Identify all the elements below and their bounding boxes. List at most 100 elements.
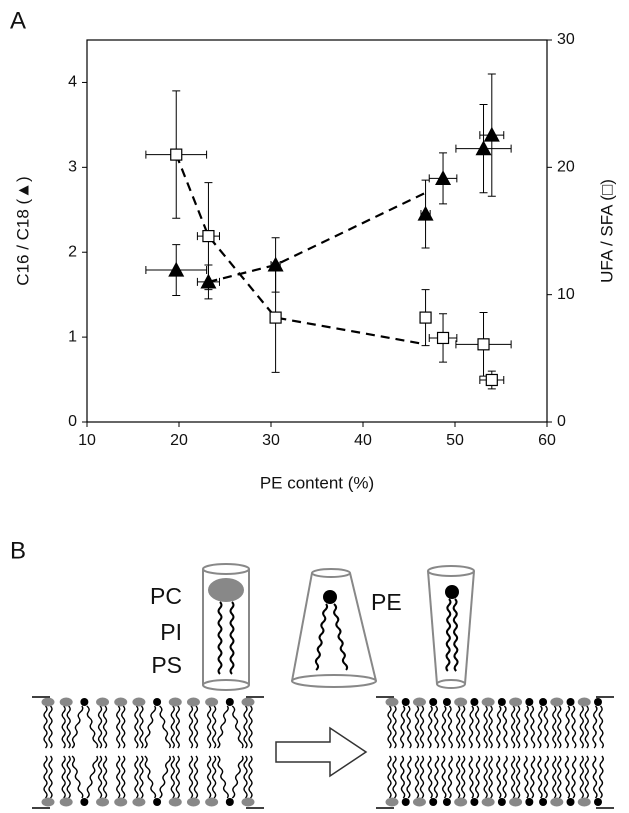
head-group [401, 798, 410, 806]
head-group [80, 798, 89, 806]
cylinder [202, 563, 250, 575]
head-group [80, 698, 89, 706]
head-group [509, 697, 523, 707]
lipid-tail [510, 755, 516, 799]
lipid-tail [543, 705, 550, 749]
cone [311, 568, 351, 578]
lipid-label: PE [371, 589, 402, 615]
lipid-tail [571, 705, 577, 749]
head-group [566, 798, 575, 806]
plot-frame [86, 39, 548, 423]
cone [427, 570, 438, 685]
head-group [594, 798, 602, 806]
head-group [550, 697, 564, 707]
y-tick-label: 1 [68, 328, 77, 345]
head-group [132, 797, 146, 807]
lipid-tail [86, 705, 99, 749]
lipid-tail [515, 755, 521, 799]
lipid-tail [468, 755, 474, 799]
head-group [454, 697, 468, 707]
square-point [170, 148, 183, 161]
head-group [442, 698, 451, 706]
lipid-tail [510, 705, 516, 749]
lipid-tail [248, 755, 253, 799]
head-group [594, 698, 602, 706]
panel-label: B [10, 537, 26, 564]
lipid-tail [488, 705, 493, 749]
y2-tick-label: 0 [557, 413, 566, 430]
x-tick-label: 10 [78, 432, 96, 449]
lipid-tail [414, 755, 420, 799]
head-group [525, 798, 534, 806]
head-group [481, 797, 495, 807]
head-group [241, 697, 255, 707]
lipid-tail [139, 755, 144, 799]
lipid-tail [468, 705, 474, 749]
head-group [525, 698, 534, 706]
lipid-tail [387, 705, 392, 749]
head-group [168, 697, 182, 707]
x-tick-label: 50 [446, 432, 464, 449]
lipid-tail [333, 603, 349, 671]
x-tick-label: 30 [262, 432, 280, 449]
head-group [323, 590, 337, 604]
head-group [153, 798, 162, 806]
lipid-tail [537, 705, 543, 749]
lipid-tail [243, 705, 248, 749]
lipid-tail [170, 705, 175, 749]
triangle-point [475, 140, 492, 156]
lipid-tail [584, 755, 589, 799]
lipid-tail [188, 755, 194, 799]
lipid-tail [433, 755, 440, 799]
lipid-tail [71, 705, 84, 749]
square-point [477, 338, 490, 351]
lipid-tail [406, 705, 412, 749]
lipid-tail [134, 705, 139, 749]
lipid-tail [543, 755, 550, 799]
lipid-tail [447, 755, 453, 799]
lipid-tail [97, 755, 103, 799]
lipid-tail [502, 705, 508, 749]
head-group [205, 697, 219, 707]
head-group [114, 797, 128, 807]
lipid-tail [61, 705, 66, 749]
lipid-tail [206, 755, 212, 799]
lipid-tail [455, 755, 461, 799]
y2-tick-label: 10 [557, 286, 575, 303]
lipid-tail [211, 755, 217, 799]
lipid-tail [116, 755, 121, 799]
lipid-tail [102, 755, 108, 799]
lipid-tail [598, 705, 604, 749]
head-group [470, 798, 479, 806]
x-tick-label: 20 [170, 432, 188, 449]
y-axis-label: C16 / C18 (▲) [13, 176, 32, 285]
head-group [241, 797, 255, 807]
lipid-tail [139, 705, 144, 749]
arrow [275, 726, 368, 778]
head-group [59, 697, 73, 707]
lipid-tail [314, 603, 329, 671]
lipid-tail [455, 705, 461, 749]
head-group [497, 798, 506, 806]
square-point [269, 311, 282, 324]
head-group [412, 697, 426, 707]
lipid-tail [460, 705, 466, 749]
lipid-label: PS [151, 652, 182, 678]
cone [464, 570, 475, 685]
square-point [436, 331, 450, 345]
lipid-tail [584, 705, 589, 749]
lipid-tail [406, 755, 412, 799]
cone [436, 679, 466, 689]
lipid-tail [48, 755, 53, 799]
lipid-tail [387, 755, 392, 799]
cone [291, 674, 377, 688]
head-group [385, 697, 399, 707]
lipid-tail [175, 755, 180, 799]
lipid-tail [460, 755, 466, 799]
lipid-tail [121, 705, 126, 749]
lipid-tail [552, 755, 557, 799]
head-group [497, 698, 506, 706]
lipid-tail [229, 601, 235, 675]
lipid-tail [159, 705, 171, 749]
